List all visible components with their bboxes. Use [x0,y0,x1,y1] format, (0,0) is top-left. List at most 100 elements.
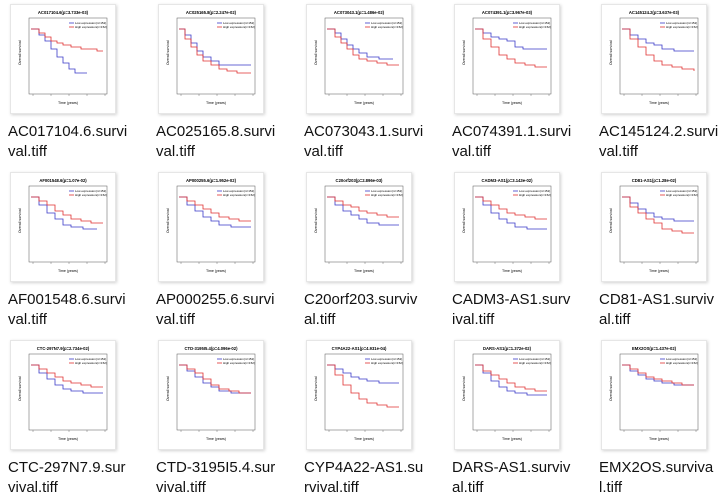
file-name[interactable]: AC025165.8.survival.tiff [156,123,276,160]
plot-frame [28,353,108,431]
file-thumbnail[interactable]: CTD-3195I5.4(p=4.096e-02) Overall surviva… [158,340,264,450]
y-axis-label: Overall survival [462,376,466,401]
file-item[interactable]: AC074391.1(p=3.967e-03) Overall survival T… [452,4,594,164]
file-thumbnail[interactable]: AC145124.2(p=3.637e-03) Overall survival T… [601,4,707,114]
legend-low-label: Low expression(n=152) [371,189,402,193]
red-survival-curve [327,28,399,66]
survival-plot-image: CTD-3195I5.4(p=4.096e-02) Overall surviva… [166,346,256,441]
plot-title: EMX2OS(p=1.437e-02) [632,346,677,351]
file-name[interactable]: CD81-AS1.survival.tiff [599,291,715,328]
y-axis-label: Overall survival [166,40,170,65]
legend-low-label: Low expression(n=152) [75,357,106,361]
survival-plot-image: AC074391.1(p=3.967e-03) Overall survival T… [462,10,552,105]
plot-frame [472,353,552,431]
file-name[interactable]: CYP4A22-AS1.survival.tiff [304,459,424,496]
blue-survival-curve [179,196,251,228]
x-axis-label: Time (years) [206,101,226,105]
file-thumbnail[interactable]: CTC-297N7.9(p=2.734e-02) Overall survival… [10,340,116,450]
legend-high-label: High expression(n=152) [371,361,403,365]
legend-high-label: High expression(n=152) [75,361,107,365]
file-thumbnail[interactable]: CYP4A22-AS1(p=4.931e-04) Overall survival… [306,340,412,450]
x-axis-label: Time (years) [649,101,669,105]
blue-survival-curve [622,28,694,52]
file-thumbnail[interactable]: CD81-AS1(p=1.28e-02) Overall survival Time… [601,172,707,282]
file-thumbnail[interactable]: C20orf203(p=2.896e-03) Overall survival Ti… [306,172,412,282]
plot-title: AC073043.1(p=1.486e-02) [334,10,385,15]
red-survival-curve [31,28,103,52]
file-item[interactable]: AP000255.6(p=1.952e-02) Overall survival T… [156,172,298,332]
blue-survival-curve [622,196,694,222]
file-name[interactable]: AP000255.6.survival.tiff [156,291,275,328]
file-name[interactable]: DARS-AS1.survival.tiff [452,459,571,496]
file-item[interactable]: C20orf203(p=2.896e-03) Overall survival Ti… [304,172,446,332]
plot-title: AP000255.6(p=1.952e-02) [186,178,237,183]
red-survival-curve [475,196,547,220]
file-item[interactable]: CTD-3195I5.4(p=4.096e-02) Overall surviva… [156,340,298,500]
file-item[interactable]: AC145124.2(p=3.637e-03) Overall survival T… [599,4,718,164]
legend-low-label: Low expression(n=152) [75,189,106,193]
file-name[interactable]: CADM3-AS1.survival.tiff [452,291,571,328]
plot-title: CTC-297N7.9(p=2.734e-02) [37,346,90,351]
legend-high-label: High expression(n=152) [519,361,551,365]
file-name[interactable]: AC145124.2.survival.tiff [599,123,718,160]
file-item[interactable]: DARS-AS1(p=1.372e-02) Overall survival Tim… [452,340,594,500]
file-item[interactable]: CD81-AS1(p=1.28e-02) Overall survival Time… [599,172,718,332]
file-name[interactable]: AF001548.6.survival.tiff [8,291,126,328]
file-thumbnail[interactable]: CADM3-AS1(p=3.143e-02) Overall survival Ti… [454,172,560,282]
legend-high-label: High expression(n=152) [519,193,551,197]
blue-survival-curve [179,28,251,66]
y-axis-label: Overall survival [314,208,318,233]
x-axis-label: Time (years) [502,437,522,441]
file-name[interactable]: AC073043.1.survival.tiff [304,123,424,160]
file-thumbnail[interactable]: AF001548.6(p=1.07e-02) Overall survival Ti… [10,172,116,282]
survival-plot-image: AC073043.1(p=1.486e-02) Overall survival T… [314,10,404,105]
plot-title: AF001548.6(p=1.07e-02) [39,178,87,183]
file-thumbnail[interactable]: AC017104.6(p=3.733e-03) Overall survival T… [10,4,116,114]
file-thumbnail[interactable]: AC025165.8(p=2.247e-02) Overall survival T… [158,4,264,114]
plot-frame [324,353,404,431]
red-survival-curve [179,28,251,74]
file-thumbnail[interactable]: DARS-AS1(p=1.372e-02) Overall survival Tim… [454,340,560,450]
plot-title: CTD-3195I5.4(p=4.096e-02) [185,346,239,351]
file-name[interactable]: CTC-297N7.9.survival.tiff [8,459,126,496]
plot-title: CADM3-AS1(p=3.143e-02) [481,178,533,183]
file-item[interactable]: CADM3-AS1(p=3.143e-02) Overall survival Ti… [452,172,594,332]
file-name[interactable]: C20orf203.survival.tiff [304,291,418,328]
file-item[interactable]: CYP4A22-AS1(p=4.931e-04) Overall survival… [304,340,446,500]
legend-high-label: High expression(n=152) [223,25,255,29]
survival-plot-image: C20orf203(p=2.896e-03) Overall survival Ti… [314,178,404,273]
red-survival-curve [31,196,103,224]
legend-high-label: High expression(n=152) [666,361,698,365]
file-item[interactable]: AC017104.6(p=3.733e-03) Overall survival T… [8,4,150,164]
blue-survival-curve [475,196,547,230]
file-thumbnail[interactable]: EMX2OS(p=1.437e-02) Overall survival Time … [601,340,707,450]
file-name[interactable]: EMX2OS.survival.tiff [599,459,714,496]
file-item[interactable]: EMX2OS(p=1.437e-02) Overall survival Time … [599,340,718,500]
legend-low-label: Low expression(n=152) [519,189,550,193]
file-item[interactable]: AC025165.8(p=2.247e-02) Overall survival T… [156,4,298,164]
file-thumbnail[interactable]: AP000255.6(p=1.952e-02) Overall survival T… [158,172,264,282]
blue-survival-curve [327,364,399,384]
survival-plot-image: AP000255.6(p=1.952e-02) Overall survival T… [166,178,256,273]
plot-frame [324,185,404,263]
plot-title: CD81-AS1(p=1.28e-02) [632,178,677,183]
survival-plot-image: CADM3-AS1(p=3.143e-02) Overall survival Ti… [462,178,552,273]
x-axis-label: Time (years) [206,437,226,441]
x-axis-label: Time (years) [649,269,669,273]
survival-plot-image: AF001548.6(p=1.07e-02) Overall survival Ti… [18,178,108,273]
file-thumbnail[interactable]: AC074391.1(p=3.967e-03) Overall survival T… [454,4,560,114]
file-thumbnail[interactable]: AC073043.1(p=1.486e-02) Overall survival T… [306,4,412,114]
legend-high-label: High expression(n=152) [371,25,403,29]
x-axis-label: Time (years) [58,269,78,273]
legend-high-label: High expression(n=152) [666,25,698,29]
file-name[interactable]: AC074391.1.survival.tiff [452,123,572,160]
survival-plot-image: EMX2OS(p=1.437e-02) Overall survival Time … [609,346,699,441]
plot-frame [176,17,256,95]
plot-frame [472,185,552,263]
file-item[interactable]: CTC-297N7.9(p=2.734e-02) Overall survival… [8,340,150,500]
red-survival-curve [31,364,103,388]
file-item[interactable]: AC073043.1(p=1.486e-02) Overall survival T… [304,4,446,164]
file-name[interactable]: CTD-3195I5.4.survival.tiff [156,459,276,496]
file-name[interactable]: AC017104.6.survival.tiff [8,123,128,160]
file-item[interactable]: AF001548.6(p=1.07e-02) Overall survival Ti… [8,172,150,332]
